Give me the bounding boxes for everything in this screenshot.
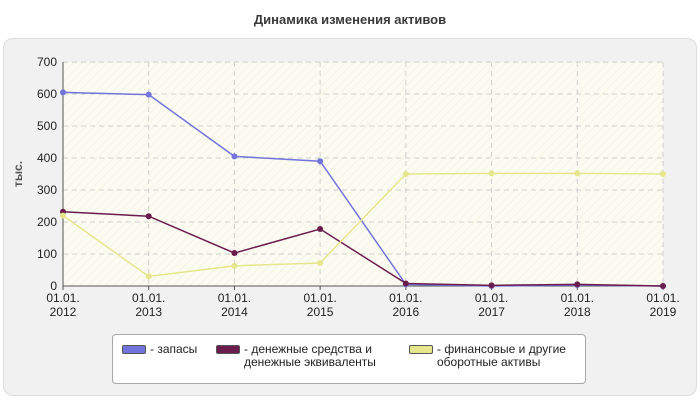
legend-label-series-3-line-2: оборотные активы xyxy=(437,355,541,369)
legend-item-series-3[interactable]: - финансовые и другие оборотные активы xyxy=(409,343,566,369)
x-tick-label-line-2: 2019 xyxy=(650,305,677,319)
legend-swatch-series-1 xyxy=(122,345,146,354)
legend-item-series-2[interactable]: - денежные средства и денежные эквивален… xyxy=(216,343,376,369)
series-3-point xyxy=(660,171,666,177)
y-tick-label: 300 xyxy=(37,183,57,197)
series-2-point xyxy=(488,282,495,289)
legend-label-series-2-line-1: - денежные средства и xyxy=(244,342,372,356)
series-2-point xyxy=(402,280,409,287)
series-1-point xyxy=(60,89,66,96)
series-3-point xyxy=(60,212,66,219)
series-2-point xyxy=(660,283,666,289)
y-tick-label: 0 xyxy=(50,279,57,293)
series-1-point xyxy=(317,158,324,165)
y-tick-label: 500 xyxy=(37,119,57,133)
series-3-point xyxy=(574,170,581,177)
y-tick-label: 600 xyxy=(37,87,57,101)
series-3-point xyxy=(317,259,324,266)
legend-swatch-series-3 xyxy=(409,345,433,354)
series-1-point xyxy=(231,153,238,160)
legend-label-series-2: - денежные средства и денежные эквивален… xyxy=(244,343,376,369)
series-3-point xyxy=(488,170,495,177)
y-axis-label: тыс. xyxy=(11,161,25,187)
legend-label-series-1: - запасы xyxy=(150,342,198,356)
x-tick-label-line-2: 2012 xyxy=(50,305,77,319)
x-tick-label-line-2: 2017 xyxy=(478,305,505,319)
legend-label-series-2-line-2: денежные эквиваленты xyxy=(244,355,376,369)
chart-legend: - запасы - денежные средства и денежные … xyxy=(112,334,586,384)
x-tick-label-line-1: 01.01. xyxy=(475,291,508,305)
series-1-point xyxy=(145,91,152,98)
series-2-line xyxy=(62,211,664,287)
series-3-point xyxy=(145,273,152,280)
legend-label-series-3: - финансовые и другие оборотные активы xyxy=(437,343,566,369)
x-tick-label-line-1: 01.01. xyxy=(646,291,679,305)
series-2-point xyxy=(317,226,324,233)
x-tick-label-line-2: 2013 xyxy=(135,305,162,319)
series-2-point xyxy=(574,281,581,288)
series-3-point xyxy=(402,171,409,177)
y-tick-label: 700 xyxy=(37,55,57,69)
y-tick-label: 400 xyxy=(37,151,57,165)
y-tick-label: 200 xyxy=(37,215,57,229)
legend-swatch-series-2 xyxy=(216,345,240,354)
series-2-point xyxy=(231,250,238,257)
x-tick-label-line-1: 01.01. xyxy=(218,291,251,305)
x-tick-label-line-2: 2015 xyxy=(307,305,334,319)
x-tick-label-line-1: 01.01. xyxy=(303,291,336,305)
x-tick-label-line-1: 01.01. xyxy=(132,291,165,305)
x-tick-label-line-1: 01.01. xyxy=(46,291,79,305)
x-tick-label-line-2: 2016 xyxy=(393,305,420,319)
series-3-line xyxy=(62,172,664,278)
legend-label-series-3-line-1: - финансовые и другие xyxy=(437,342,566,356)
x-tick-label-line-2: 2014 xyxy=(221,305,248,319)
x-tick-label-line-1: 01.01. xyxy=(561,291,594,305)
series-2-point xyxy=(145,213,152,220)
series-3-point xyxy=(231,262,238,269)
legend-item-series-1[interactable]: - запасы xyxy=(122,343,197,356)
x-tick-label-line-2: 2018 xyxy=(564,305,591,319)
y-tick-label: 100 xyxy=(37,247,57,261)
chart-title: Динамика изменения активов xyxy=(253,12,447,27)
x-tick-label-line-1: 01.01. xyxy=(389,291,422,305)
